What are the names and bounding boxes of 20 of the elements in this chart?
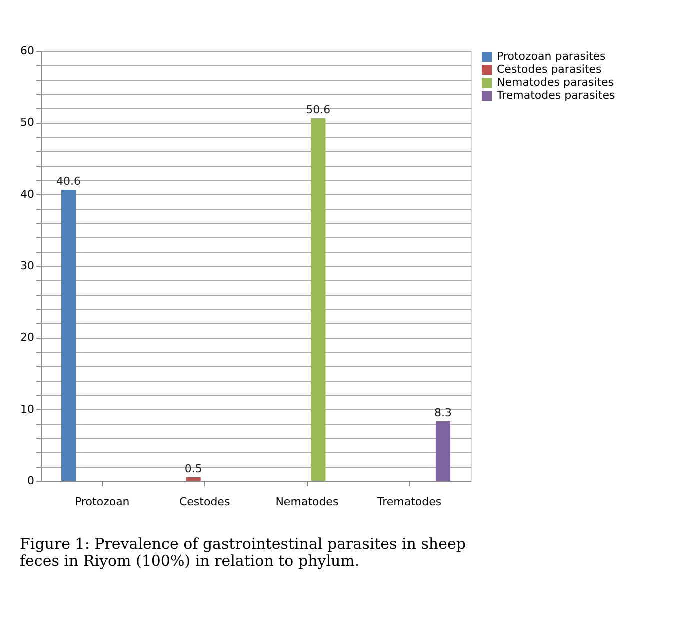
legend-label: Cestodes parasites bbox=[497, 63, 602, 76]
x-tick-label: Protozoan bbox=[75, 496, 130, 508]
y-tick-label: 30 bbox=[20, 260, 34, 272]
y-tick-label: 10 bbox=[20, 402, 34, 416]
y-tick-label: 40 bbox=[20, 188, 34, 201]
legend-label: Trematodes parasites bbox=[496, 89, 616, 102]
legend-label: Protozoan parasites bbox=[497, 50, 606, 63]
data-label: 50.6 bbox=[306, 103, 331, 116]
legend-label: Nematodes parasites bbox=[497, 76, 614, 89]
x-tick-label: Cestodes bbox=[179, 496, 230, 508]
y-tick-label: 50 bbox=[20, 116, 34, 130]
x-tick-label: Trematodes bbox=[376, 496, 442, 508]
data-label: 0.5 bbox=[184, 462, 202, 476]
y-tick-label: 0 bbox=[28, 474, 34, 488]
x-tick-label: Nematodes bbox=[276, 496, 339, 508]
data-label: 8.3 bbox=[434, 406, 452, 420]
y-tick-label: 20 bbox=[20, 331, 34, 344]
y-tick-label: 60 bbox=[20, 44, 34, 58]
text: Figure 1: Prevalence of gastrointestinal parasites in sheep feces in Riyom (100%) in relation to phylum. bbox=[20, 535, 466, 570]
data-label: 40.6 bbox=[56, 175, 82, 188]
